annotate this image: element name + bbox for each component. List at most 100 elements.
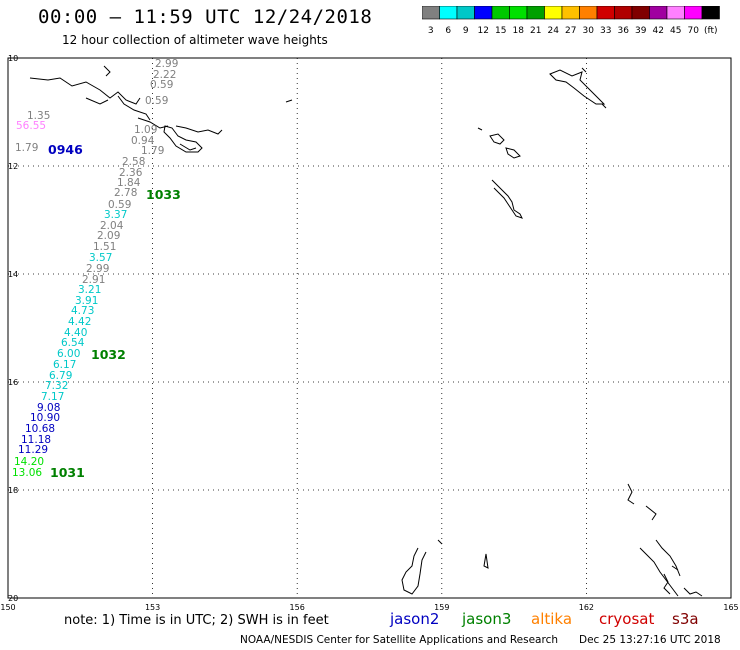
footer-note: note: 1) Time is in UTC; 2) SWH is in fe… xyxy=(64,613,329,628)
legend-jason3: jason3 xyxy=(462,610,512,628)
x-tick-label: 156 xyxy=(290,603,305,612)
axis-ticks: 150 153 156 159 162 165 10 12 14 16 18 20 xyxy=(0,54,738,612)
legend-cryosat: cryosat xyxy=(599,610,655,628)
scale-swatch xyxy=(701,6,720,20)
scale-label: 33 xyxy=(600,26,611,36)
coastline-island-s2 xyxy=(437,539,443,545)
wave-height-label: 13.06 xyxy=(12,467,42,479)
wave-height-label: 4.73 xyxy=(71,305,94,317)
coastline-island-nw-4 xyxy=(117,95,151,121)
scale-label: 21 xyxy=(530,26,541,36)
scale-label: 30 xyxy=(583,26,595,36)
coastline-island-s3 xyxy=(483,553,489,569)
x-tick-label: 150 xyxy=(0,603,15,612)
wave-height-label: 6.00 xyxy=(57,348,80,360)
coastline-island-nw-5 xyxy=(137,117,169,129)
coastline-island-ne xyxy=(549,69,606,105)
coastline-island-se1 xyxy=(627,483,635,505)
wave-height-label: 0.94 xyxy=(131,135,155,147)
legend-jason2: jason2 xyxy=(390,610,440,628)
wave-height-label: 2.22 xyxy=(153,69,176,81)
scale-label: 39 xyxy=(635,26,647,36)
wave-height-label: 0.59 xyxy=(108,199,131,211)
color-scale: 3 6 9 12 15 18 21 24 27 30 33 36 39 42 45 70 (ft) xyxy=(422,6,720,36)
page-title: 00:00 – 11:59 UTC 12/24/2018 xyxy=(38,6,373,28)
coastline-island-c5 xyxy=(285,99,293,103)
scale-label: 3 xyxy=(428,26,434,36)
wave-height-label: 56.55 xyxy=(16,120,46,132)
wave-height-label: 2.99 xyxy=(86,263,109,275)
wave-height-label: 7.32 xyxy=(45,380,68,392)
wave-height-label: 10.68 xyxy=(25,423,55,435)
scale-label: 24 xyxy=(548,26,560,36)
coastline-island-ne-2 xyxy=(581,67,587,73)
wave-height-label: 6.54 xyxy=(61,337,85,349)
scale-label: 15 xyxy=(495,26,506,36)
wave-height-label: 1.09 xyxy=(134,124,157,136)
pass-times: 0946 1033 1032 1031 xyxy=(48,142,181,480)
coastline-island-ne-3 xyxy=(601,103,607,109)
wave-height-label: 0.59 xyxy=(150,79,173,91)
legend-s3a: s3a xyxy=(672,610,699,628)
wave-height-label: 1.35 xyxy=(27,110,50,122)
wave-height-label: 11.18 xyxy=(21,434,51,446)
grid-dots xyxy=(8,58,731,598)
coastline-island-c2 xyxy=(489,133,505,145)
scale-label: 70 xyxy=(688,26,700,36)
coastline-island-se2 xyxy=(645,505,657,521)
x-tick-label: 159 xyxy=(434,603,449,612)
y-tick-label: 10 xyxy=(8,54,18,63)
wave-height-label: 3.21 xyxy=(78,284,101,296)
wave-height-label: 1.79 xyxy=(15,142,38,154)
wave-height-label: 11.29 xyxy=(18,444,48,456)
wave-height-label: 2.91 xyxy=(82,274,105,286)
wave-height-label: 7.17 xyxy=(41,391,64,403)
scale-label: 6 xyxy=(445,26,451,36)
wave-height-label: 2.36 xyxy=(119,167,143,179)
wave-height-label: 2.04 xyxy=(100,220,124,232)
scale-label: 9 xyxy=(463,26,469,36)
scale-label: 12 xyxy=(478,26,489,36)
footer-timestamp: Dec 25 13:27:16 UTC 2018 xyxy=(579,634,721,646)
scale-label: 45 xyxy=(670,26,681,36)
wave-height-label: 2.99 xyxy=(155,58,178,70)
footer-credit: NOAA/NESDIS Center for Satellite Applica… xyxy=(240,634,558,646)
y-tick-label: 12 xyxy=(8,162,18,171)
wave-height-label: 3.57 xyxy=(89,252,112,264)
wave-height-label: 10.90 xyxy=(30,412,60,424)
x-tick-label: 153 xyxy=(145,603,160,612)
y-tick-label: 14 xyxy=(8,270,18,279)
wave-height-label: 0.59 xyxy=(145,95,168,107)
wave-height-label: 9.08 xyxy=(37,402,60,414)
legend-altika: altika xyxy=(531,610,573,628)
wave-height-label: 1.84 xyxy=(117,177,141,189)
page-subtitle: 12 hour collection of altimeter wave hei… xyxy=(62,33,328,47)
coastline-island-se5 xyxy=(663,573,671,595)
coastline-island-c3 xyxy=(505,147,521,159)
wave-height-label: 6.17 xyxy=(53,359,76,371)
map-frame xyxy=(7,57,732,599)
coastline-island-nw-2 xyxy=(85,97,109,105)
y-tick-label: 18 xyxy=(8,486,18,495)
pass-time-label: 0946 xyxy=(48,142,83,157)
wave-height-label: 4.42 xyxy=(68,316,91,328)
scale-label: (ft) xyxy=(704,26,718,36)
coastline-island-se7 xyxy=(671,565,679,571)
wave-height-label: 2.78 xyxy=(114,187,137,199)
scale-label: 42 xyxy=(653,26,664,36)
wave-height-label: 6.79 xyxy=(49,370,72,382)
wave-height-label: 3.91 xyxy=(75,295,98,307)
x-tick-label: 162 xyxy=(579,603,594,612)
wave-height-label: 1.51 xyxy=(93,241,116,253)
y-tick-label: 16 xyxy=(8,378,18,387)
coastline-island-se3 xyxy=(639,547,679,597)
coastline-island-main xyxy=(163,125,203,153)
coastline-island-s1 xyxy=(401,547,427,595)
wave-height-label: 1.79 xyxy=(141,145,164,157)
coastline-island-c1 xyxy=(477,127,483,131)
coastline-island-main-2 xyxy=(175,125,223,135)
coastline-island-c4 xyxy=(491,179,523,219)
coastline-island-main-3 xyxy=(179,143,197,151)
